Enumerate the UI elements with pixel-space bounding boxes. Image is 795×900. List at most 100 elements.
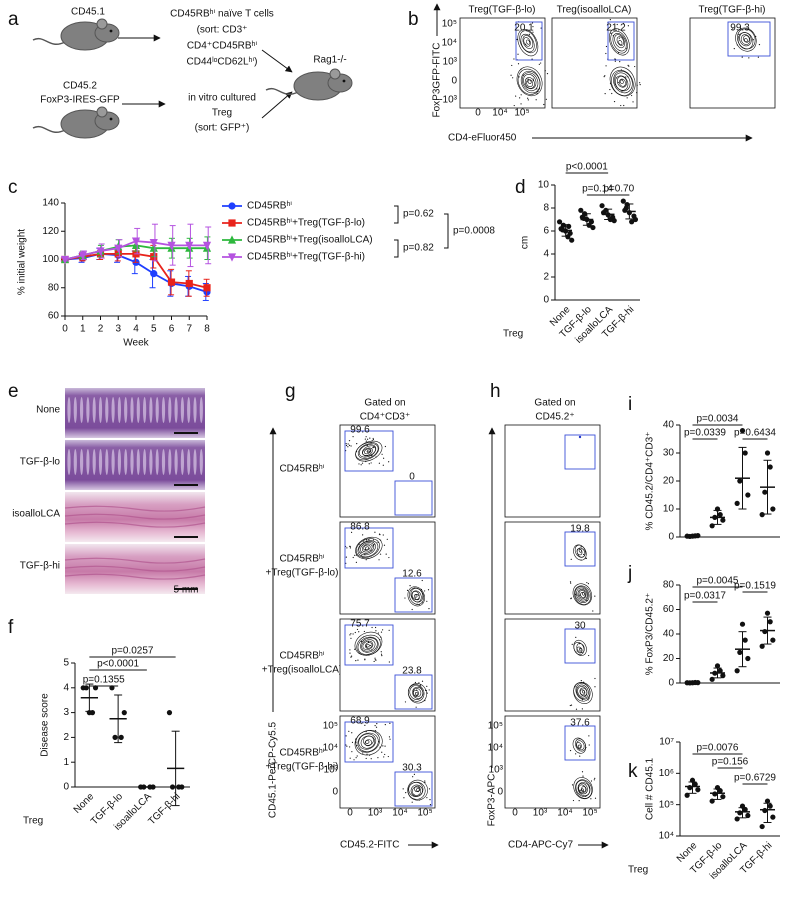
data-point — [745, 812, 751, 819]
event-dot — [375, 659, 377, 661]
y-axis-label: % initial weight — [17, 229, 28, 295]
contour — [574, 544, 586, 558]
data-point — [167, 278, 176, 286]
crypt — [180, 449, 184, 475]
event-dot — [347, 443, 349, 445]
event-dot — [370, 649, 373, 651]
legend-label: CD45RBʰⁱ+Treg(TGF-β-lo) — [247, 218, 365, 229]
event-dot — [748, 57, 750, 59]
panel-label: f — [8, 617, 14, 638]
event-dot — [532, 26, 534, 28]
event-dot — [420, 588, 423, 591]
contour — [523, 37, 531, 47]
contour — [519, 30, 537, 54]
contour — [354, 631, 383, 656]
y-tick-label: 30 — [663, 448, 675, 459]
event-dot — [387, 755, 389, 758]
event-dot — [346, 745, 348, 747]
contour — [576, 643, 585, 653]
event-dot — [345, 744, 347, 746]
data-point — [60, 255, 70, 265]
event-dot — [418, 604, 420, 606]
data-point — [203, 284, 211, 292]
y-tick-label: 10⁵ — [323, 721, 338, 732]
event-dot — [360, 722, 362, 725]
event-dot — [373, 446, 375, 448]
data-point — [109, 685, 115, 691]
crypt — [193, 449, 197, 475]
y-tick-label: 10³ — [443, 57, 458, 68]
event-dot — [586, 599, 588, 602]
event-dot — [362, 636, 365, 638]
event-dot — [417, 790, 419, 793]
event-dot — [367, 451, 369, 453]
tissue-layer — [64, 557, 206, 564]
event-dot — [358, 631, 360, 633]
event-dot — [581, 708, 583, 710]
data-point — [121, 710, 127, 716]
cell-description: CD4⁺CD45RBʰⁱ — [187, 41, 258, 52]
contour — [744, 38, 748, 43]
p-value: p<0.0001 — [97, 659, 139, 670]
contour — [524, 77, 535, 89]
event-dot — [374, 657, 376, 659]
event-dot — [404, 597, 406, 599]
contour — [743, 35, 750, 43]
event-dot — [370, 550, 372, 552]
x-axis-label: CD4-APC-Cy7 — [508, 840, 573, 851]
data-point — [720, 517, 726, 523]
mouse-ear — [96, 106, 108, 118]
contour — [411, 786, 422, 796]
crypt — [86, 397, 90, 423]
data-point — [720, 673, 726, 679]
event-dot — [371, 455, 373, 457]
event-dot — [380, 651, 382, 653]
data-point — [623, 205, 629, 211]
event-dot — [579, 789, 581, 791]
event-dot — [365, 440, 367, 442]
contour — [578, 784, 586, 794]
event-dot — [581, 699, 583, 701]
data-point — [737, 810, 743, 816]
panel-label: c — [8, 177, 18, 198]
gate-frequency: 68.9 — [350, 716, 370, 727]
event-dot — [349, 547, 351, 549]
contour — [358, 444, 377, 458]
event-dot — [345, 735, 347, 737]
crypt — [174, 449, 178, 475]
y-tick-label: 1 — [63, 757, 69, 768]
event-dot — [350, 445, 352, 447]
event-dot — [605, 52, 607, 55]
gate-frequency: 86.8 — [350, 522, 370, 533]
event-dot — [380, 631, 383, 633]
y-tick-label: 10⁵ — [442, 19, 457, 30]
event-dot — [362, 556, 364, 558]
event-dot — [590, 780, 593, 782]
y-tick-label: 0 — [668, 678, 674, 689]
data-point — [632, 216, 639, 223]
data-point — [169, 784, 176, 790]
event-dot — [388, 629, 390, 631]
panel-label: e — [8, 381, 19, 402]
x-tick-label: 10⁴ — [557, 808, 572, 819]
crypt — [199, 449, 203, 475]
event-dot — [620, 69, 623, 71]
gate — [344, 527, 394, 569]
contour — [355, 440, 383, 462]
event-dot — [594, 677, 596, 680]
event-dot — [580, 559, 582, 561]
contour — [572, 583, 593, 606]
event-dot — [366, 753, 368, 755]
cell-description: CD44ˡᵒCD62Lʰⁱ) — [187, 57, 258, 68]
data-point — [695, 787, 701, 793]
event-dot — [757, 56, 759, 58]
event-dot — [383, 544, 386, 546]
event-dot — [758, 43, 761, 46]
event-dot — [374, 531, 376, 533]
event-dot — [594, 777, 596, 779]
x-tick-label: 5 — [151, 324, 157, 335]
crypt — [73, 397, 77, 423]
panel-label: d — [515, 177, 526, 198]
event-dot — [377, 632, 380, 634]
crypt — [149, 449, 153, 475]
